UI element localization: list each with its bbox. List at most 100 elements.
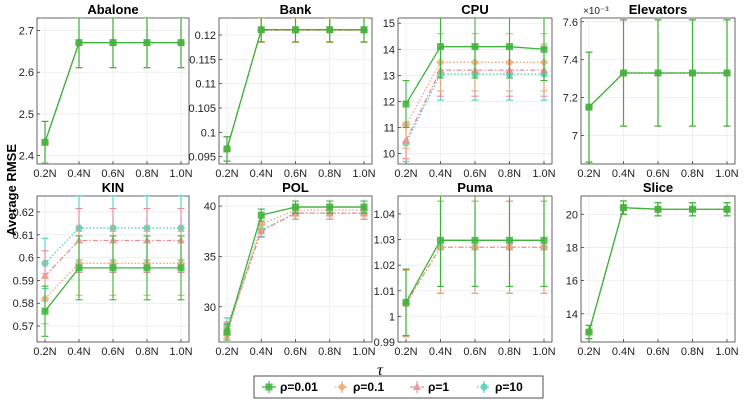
x-tick-label: 0.6N <box>101 346 124 358</box>
x-tick-label: 1.0N <box>715 346 738 358</box>
data-point <box>506 236 513 244</box>
y-tick-label: 0.115 <box>189 54 216 66</box>
data-point <box>360 26 368 34</box>
y-tick-label: 0.095 <box>188 152 216 164</box>
x-tick-label: 0.6N <box>463 346 486 358</box>
series-line <box>405 73 544 144</box>
series-0-01 <box>402 196 548 337</box>
legend-entry-0-1: ρ=0.1 <box>335 380 384 394</box>
legend-label: ρ=1 <box>428 380 449 394</box>
series-group <box>401 18 549 162</box>
series-0-01 <box>223 18 368 162</box>
y-tick-label: 15 <box>383 18 395 30</box>
panel-title: Bank <box>280 2 313 17</box>
y-tick-label: 16 <box>566 276 578 288</box>
x-tick-label: 0.4N <box>612 168 635 180</box>
x-tick-label: 0.2N <box>215 168 238 180</box>
panel-title: CPU <box>461 2 488 17</box>
x-tick-label: 0.8N <box>318 346 341 358</box>
y-tick-label: 2.7 <box>19 26 34 38</box>
x-tick-label: 0.4N <box>429 346 452 358</box>
series-group <box>222 18 369 162</box>
data-point <box>143 264 151 272</box>
data-point <box>326 203 334 211</box>
x-tick-label: 0.2N <box>215 346 238 358</box>
y-tick-label: 7 <box>572 131 578 143</box>
legend: ρ=0.01 ρ=0.1 ρ=1 ρ=10 <box>253 375 544 399</box>
y-tick-label: 10 <box>383 149 395 161</box>
y-tick-label: 1.02 <box>374 260 395 272</box>
x-tick-label: 0.6N <box>463 168 486 180</box>
x-tick-label: 0.4N <box>67 346 90 358</box>
series-0-01 <box>585 19 731 163</box>
x-tick-label: 0.6N <box>646 168 669 180</box>
x-tick-label: 0.8N <box>498 346 521 358</box>
data-point <box>540 45 548 53</box>
series-line <box>44 239 181 277</box>
x-tick-label: 1.0N <box>715 168 738 180</box>
y-tick-label: 13 <box>383 70 395 82</box>
y-tick-label: 1 <box>389 311 395 323</box>
y-tick-label: 0.58 <box>13 298 34 310</box>
x-tick-label: 0.2N <box>33 346 56 358</box>
panel-puma: Puma 0.99 1 1.01 1.02 1.03 1.04 0.2N 0.4N 0.6N 0.8… <box>374 180 556 358</box>
panel-title: Slice <box>643 180 673 195</box>
x-tick-label: 0.4N <box>429 168 452 180</box>
series-line <box>44 262 181 300</box>
y-tick-label: 40 <box>204 201 216 213</box>
legend-label: ρ=0.1 <box>353 380 384 394</box>
legend-marker <box>265 383 273 391</box>
data-point <box>471 43 479 51</box>
data-point <box>585 103 593 111</box>
legend-box <box>253 375 544 399</box>
data-point <box>620 204 627 212</box>
x-tick-label: 1.0N <box>169 346 192 358</box>
y-tick-label: 0.12 <box>195 30 216 42</box>
data-point <box>402 100 410 108</box>
y-tick-label: 14 <box>566 309 578 321</box>
y-tick-label: 20 <box>566 209 578 221</box>
y-exponent-label: ×10⁻³ <box>583 6 609 17</box>
panel-kin: KIN 0.57 0.58 0.59 0.6 0.61 0.62 0.2N 0.4N 0.6N 0.… <box>13 180 193 358</box>
data-point <box>41 307 49 315</box>
legend-label: ρ=0.01 <box>280 380 318 394</box>
data-point <box>620 69 627 77</box>
y-tick-label: 2.4 <box>19 151 34 163</box>
series-group <box>222 200 369 342</box>
panel-title: Puma <box>457 180 493 195</box>
data-point <box>506 43 513 51</box>
series-0-01 <box>41 18 185 164</box>
data-point <box>223 145 231 153</box>
x-tick-label: 0.2N <box>394 168 417 180</box>
x-tick-label: 0.8N <box>135 168 158 180</box>
legend-entry-10: ρ=10 <box>477 380 523 394</box>
y-tick-label: 1.01 <box>374 286 395 298</box>
y-tick-label: 7.4 <box>563 55 578 67</box>
y-tick-label: 0.61 <box>13 230 34 242</box>
series-line <box>44 227 181 264</box>
x-axis-label: τ <box>377 362 384 379</box>
y-tick-label: 1.03 <box>374 235 395 247</box>
data-point <box>540 236 548 244</box>
x-tick-label: 1.0N <box>532 168 555 180</box>
x-tick-label: 1.0N <box>352 346 375 358</box>
panel-title: KIN <box>102 180 124 195</box>
data-point <box>109 264 117 272</box>
data-point <box>402 298 410 306</box>
y-tick-label: 0.59 <box>13 275 34 287</box>
panel-slice: Slice 14 16 18 20 0.2N 0.4N 0.6N 0.8N 1.0N <box>566 180 739 358</box>
panel-title: Abalone <box>87 2 138 17</box>
data-point <box>292 203 299 211</box>
data-point <box>689 205 696 213</box>
panel-abalone: Abalone 2.4 2.5 2.6 2.7 0.2N 0.4N 0.6N 0.8N 1.0N <box>19 2 193 180</box>
x-tick-label: 0.8N <box>318 168 341 180</box>
data-point <box>437 43 444 51</box>
series-group <box>584 200 732 340</box>
series-group <box>40 196 186 337</box>
y-tick-label: 12 <box>383 96 395 108</box>
x-tick-label: 0.2N <box>33 168 56 180</box>
y-axis-label: Average RMSE <box>4 144 19 236</box>
data-point <box>75 264 83 272</box>
legend-marker <box>337 382 347 392</box>
